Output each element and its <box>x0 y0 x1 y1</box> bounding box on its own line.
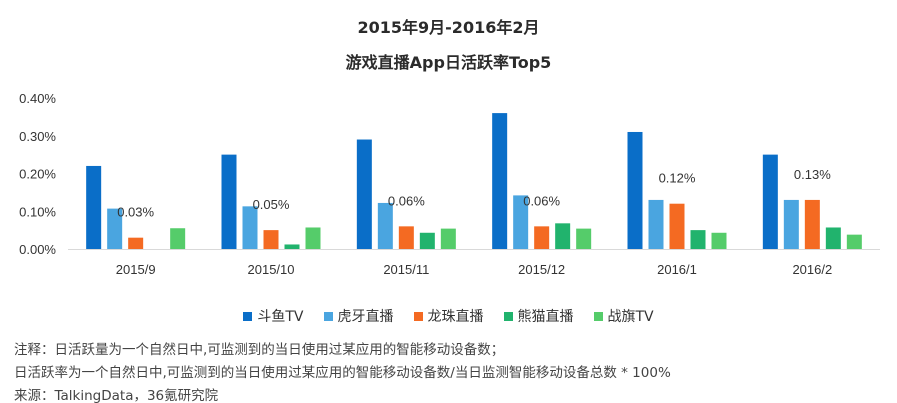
bar <box>242 206 258 249</box>
x-tick-label: 2015/10 <box>248 262 295 277</box>
bar <box>534 226 550 249</box>
bar <box>305 227 321 249</box>
x-tick-label: 2015/9 <box>116 262 156 277</box>
data-label: 0.06% <box>523 193 560 208</box>
bar <box>783 199 799 249</box>
legend-swatch <box>413 311 423 321</box>
bar <box>86 165 102 249</box>
bar <box>555 223 571 249</box>
legend-item: 熊猫直播 <box>503 306 574 326</box>
bar <box>804 199 820 249</box>
x-tick-label: 2016/1 <box>657 262 697 277</box>
data-label: 0.05% <box>253 197 290 212</box>
bar <box>221 154 237 249</box>
x-tick-label: 2015/12 <box>518 262 565 277</box>
y-tick-label: 0.20% <box>19 167 56 182</box>
legend-item: 斗鱼TV <box>243 306 304 326</box>
data-label: 0.12% <box>659 171 696 186</box>
bar <box>825 227 841 249</box>
bar <box>576 228 592 249</box>
bar <box>377 202 393 249</box>
y-tick-label: 0.30% <box>19 129 56 144</box>
legend-swatch <box>323 311 333 321</box>
legend-label: 斗鱼TV <box>257 309 304 325</box>
legend-item: 虎牙直播 <box>323 306 394 326</box>
legend-swatch <box>593 311 603 321</box>
legend-swatch <box>503 311 513 321</box>
data-label: 0.13% <box>794 167 831 182</box>
bar <box>627 131 643 249</box>
legend: 斗鱼TV 虎牙直播 龙珠直播 熊猫直播 战旗TV <box>0 306 897 326</box>
bar <box>846 234 862 249</box>
chart-title-line-2: 游戏直播App日活跃率Top5 <box>345 53 552 72</box>
bar <box>690 230 706 249</box>
data-label: 0.06% <box>388 193 425 208</box>
legend-label: 熊猫直播 <box>517 309 574 325</box>
y-tick-label: 0.00% <box>19 242 56 257</box>
data-label: 0.03% <box>117 205 154 220</box>
bar <box>669 203 685 249</box>
legend-label: 战旗TV <box>607 309 654 325</box>
legend-item: 战旗TV <box>593 306 654 326</box>
legend-swatch <box>243 311 253 321</box>
note-line-3: 来源：TalkingData，36氪研究院 <box>14 388 219 403</box>
note-line-2: 日活跃率为一个自然日中,可监测到的当日使用过某应用的智能移动设备数/当日监测智能… <box>14 365 671 381</box>
bar <box>170 228 186 249</box>
bar <box>440 228 456 249</box>
bar <box>284 244 300 249</box>
bar <box>762 154 778 249</box>
bar <box>356 139 372 249</box>
x-tick-label: 2016/2 <box>792 262 832 277</box>
bar <box>492 113 508 249</box>
chart-title-line-1: 2015年9月-2016年2月 <box>357 18 540 37</box>
note-line-1: 注释：日活跃量为一个自然日中,可监测到的当日使用过某应用的智能移动设备数； <box>14 342 505 358</box>
x-tick-label: 2015/11 <box>383 262 429 277</box>
legend-item: 龙珠直播 <box>413 306 484 326</box>
legend-label: 龙珠直播 <box>427 309 484 325</box>
bar <box>513 195 529 249</box>
bar <box>263 230 279 249</box>
bar <box>419 232 435 249</box>
y-tick-label: 0.40% <box>19 91 56 106</box>
bar <box>648 199 664 249</box>
bar <box>398 226 414 249</box>
bar <box>128 237 144 249</box>
bar <box>107 208 123 249</box>
bar <box>711 232 727 249</box>
y-tick-label: 0.10% <box>19 204 56 219</box>
legend-label: 虎牙直播 <box>337 309 394 325</box>
